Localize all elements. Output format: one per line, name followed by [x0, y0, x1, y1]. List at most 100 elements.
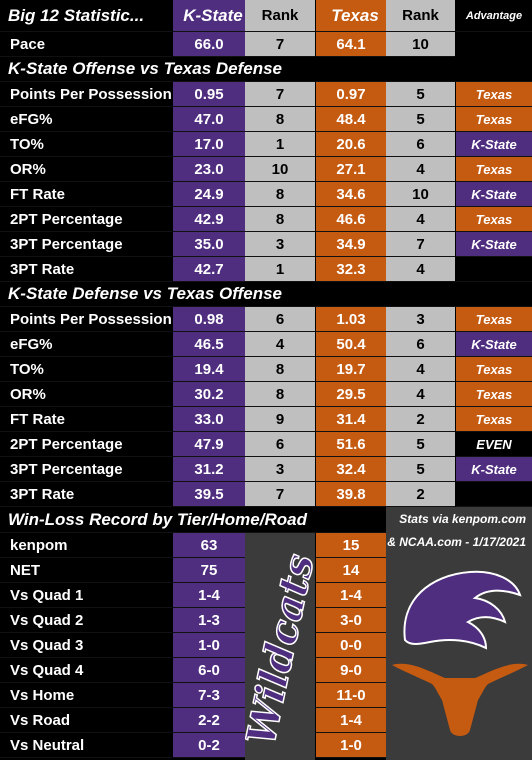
section-title: Win-Loss Record by Tier/Home/Road [0, 507, 386, 533]
team2-rank: 5 [386, 107, 455, 132]
record-label: Vs Quad 4 [0, 658, 172, 683]
team2-record: 11-0 [316, 683, 386, 708]
team1-rank: 10 [245, 157, 315, 182]
team1-record: 1-4 [173, 583, 245, 608]
stat-label: TO% [0, 132, 172, 157]
record-label: Vs Home [0, 683, 172, 708]
record-label: Vs Quad 2 [0, 608, 172, 633]
advantage: K-State [456, 182, 532, 207]
stat-label: FT Rate [0, 182, 172, 207]
board-title: Big 12 Statistic... [0, 0, 172, 32]
team2-value: 34.9 [316, 232, 386, 257]
team1-rank: 4 [245, 332, 315, 357]
team1-record: 75 [173, 558, 245, 583]
team1-value: 42.7 [173, 257, 245, 282]
advantage: K-State [456, 232, 532, 257]
section-title: K-State Offense vs Texas Defense [0, 57, 532, 82]
advantage: Texas [456, 82, 532, 107]
team2-value: 0.97 [316, 82, 386, 107]
longhorn-logo [392, 663, 528, 736]
team1-record: 2-2 [173, 708, 245, 733]
team2-rank: 7 [386, 232, 455, 257]
team-logos [392, 570, 528, 736]
team2-rank: 4 [386, 157, 455, 182]
team1-rank: 8 [245, 382, 315, 407]
team1-rank: 3 [245, 232, 315, 257]
advantage: Texas [456, 207, 532, 232]
stat-label: eFG% [0, 332, 172, 357]
team2-value: 46.6 [316, 207, 386, 232]
logo-panel [245, 533, 315, 760]
team1-rank: 3 [245, 457, 315, 482]
team2-value: 27.1 [316, 157, 386, 182]
stat-label: 3PT Rate [0, 257, 172, 282]
team2-rank: 5 [386, 432, 455, 457]
record-label: Vs Road [0, 708, 172, 733]
team2-rank: 5 [386, 457, 455, 482]
source-line: & NCAA.com - 1/17/2021 [387, 535, 526, 549]
team2-rank: 4 [386, 257, 455, 282]
team1-record: 0-2 [173, 733, 245, 758]
team2-value: 39.8 [316, 482, 386, 507]
team2-rank: 5 [386, 82, 455, 107]
team2-value: 32.3 [316, 257, 386, 282]
team2-rank: 6 [386, 132, 455, 157]
team1-value: 47.9 [173, 432, 245, 457]
team2-value: 48.4 [316, 107, 386, 132]
stat-label: 3PT Percentage [0, 457, 172, 482]
team2-rank: 4 [386, 207, 455, 232]
team1-rank: 6 [245, 432, 315, 457]
team1-rank: 7 [245, 32, 315, 57]
advantage: K-State [456, 332, 532, 357]
team2-rank: 10 [386, 32, 455, 57]
team2-value: 32.4 [316, 457, 386, 482]
team1-rank: 8 [245, 107, 315, 132]
team2-value: 1.03 [316, 307, 386, 332]
team2-value: 29.5 [316, 382, 386, 407]
team1-rank: 6 [245, 307, 315, 332]
team1-rank: 8 [245, 357, 315, 382]
team1-value: 24.9 [173, 182, 245, 207]
team2-value: 64.1 [316, 32, 386, 57]
record-label: Vs Neutral [0, 733, 172, 758]
stat-label: 3PT Rate [0, 482, 172, 507]
advantage: K-State [456, 132, 532, 157]
team2-rank: 4 [386, 382, 455, 407]
team2-rank: 6 [386, 332, 455, 357]
record-label: Vs Quad 1 [0, 583, 172, 608]
team2-value: 31.4 [316, 407, 386, 432]
team2-record: 0-0 [316, 633, 386, 658]
team1-record: 1-0 [173, 633, 245, 658]
team1-value: 47.0 [173, 107, 245, 132]
team1-rank: 1 [245, 257, 315, 282]
team2-value: 51.6 [316, 432, 386, 457]
team1-value: 30.2 [173, 382, 245, 407]
source-line: Stats via kenpom.com [399, 512, 526, 526]
advantage: Texas [456, 307, 532, 332]
advantage: K-State [456, 457, 532, 482]
team2-rank: 3 [386, 307, 455, 332]
stat-label: TO% [0, 357, 172, 382]
team1-value: 33.0 [173, 407, 245, 432]
team1-value: 35.0 [173, 232, 245, 257]
advantage-header: Advantage [456, 0, 532, 32]
team1-value: 66.0 [173, 32, 245, 57]
team2-value: 34.6 [316, 182, 386, 207]
team2-record: 9-0 [316, 658, 386, 683]
team2-value: 20.6 [316, 132, 386, 157]
team1-value: 23.0 [173, 157, 245, 182]
team1-header: K-State [173, 0, 245, 32]
team1-value: 19.4 [173, 357, 245, 382]
team1-rank: 9 [245, 407, 315, 432]
record-label: NET [0, 558, 172, 583]
team1-value: 46.5 [173, 332, 245, 357]
team2-rank: 2 [386, 407, 455, 432]
stat-label: 3PT Percentage [0, 232, 172, 257]
team1-rank: 1 [245, 132, 315, 157]
stat-label: Points Per Possession [0, 82, 172, 107]
team1-record: 7-3 [173, 683, 245, 708]
stat-label: OR% [0, 157, 172, 182]
stat-label: Points Per Possession [0, 307, 172, 332]
advantage: Texas [456, 407, 532, 432]
